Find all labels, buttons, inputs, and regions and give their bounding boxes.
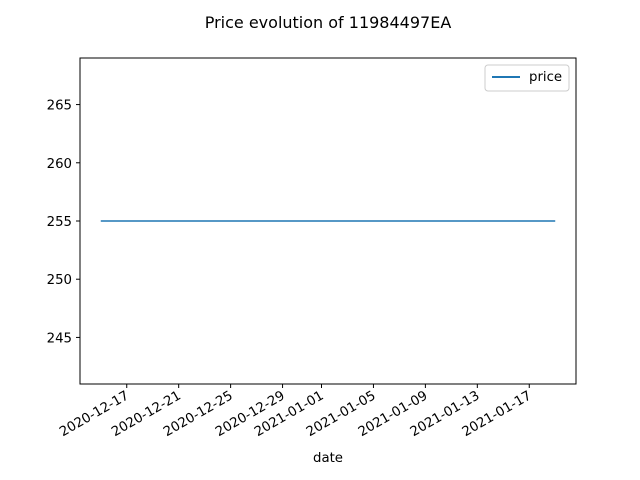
y-tick-label: 250 — [47, 273, 72, 288]
legend-box — [484, 64, 570, 92]
y-tick-label: 245 — [47, 331, 72, 346]
legend-label-price: price — [529, 70, 562, 85]
y-tick-label: 255 — [47, 215, 72, 230]
y-tick-label: 265 — [47, 99, 72, 114]
x-axis: 2020-12-172020-12-212020-12-252020-12-29… — [57, 384, 534, 440]
legend: price — [484, 64, 570, 92]
y-axis: 245 250 255 260 265 — [47, 99, 80, 346]
x-axis-label: date — [313, 451, 343, 466]
chart-title: Price evolution of 11984497EA — [205, 13, 452, 32]
y-tick-label: 260 — [47, 157, 72, 172]
